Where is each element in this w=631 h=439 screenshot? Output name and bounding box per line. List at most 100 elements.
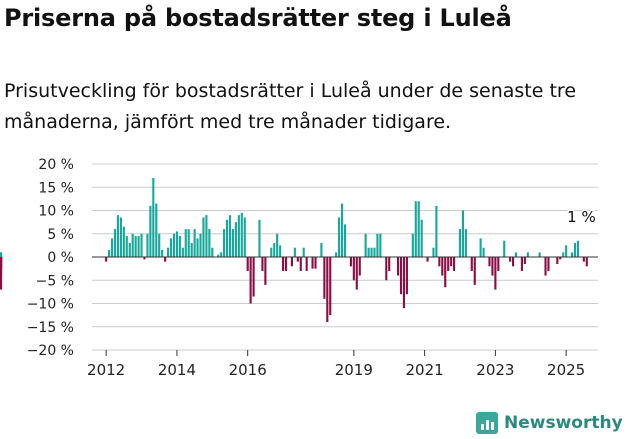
bar bbox=[175, 231, 178, 257]
bar bbox=[296, 257, 299, 262]
bar bbox=[544, 257, 547, 276]
bar bbox=[196, 238, 199, 257]
x-tick-label: 2021 bbox=[406, 361, 444, 379]
bar bbox=[464, 229, 467, 257]
bar bbox=[164, 257, 167, 262]
bar bbox=[0, 257, 3, 267]
x-tick-label: 2012 bbox=[87, 361, 125, 379]
y-tick-label: 20 % bbox=[38, 157, 74, 173]
bar bbox=[559, 257, 562, 260]
bar bbox=[367, 247, 370, 257]
bar bbox=[293, 247, 296, 257]
bar bbox=[338, 217, 341, 257]
bar bbox=[417, 201, 420, 257]
bar bbox=[223, 229, 226, 257]
bar bbox=[149, 205, 152, 257]
x-tick-label: 2023 bbox=[476, 361, 514, 379]
chart-bars bbox=[0, 177, 588, 323]
bar bbox=[576, 240, 579, 257]
bar bbox=[343, 224, 347, 257]
bar bbox=[441, 257, 444, 276]
bar bbox=[143, 257, 146, 260]
bar bbox=[217, 254, 220, 257]
bar bbox=[461, 210, 464, 257]
bar bbox=[335, 252, 338, 257]
bar bbox=[249, 257, 252, 304]
bar bbox=[432, 247, 435, 257]
bar bbox=[538, 252, 541, 257]
bar bbox=[167, 247, 170, 257]
bar bbox=[205, 215, 208, 257]
bar bbox=[373, 247, 376, 257]
bar bbox=[105, 257, 108, 262]
bar bbox=[311, 257, 314, 269]
y-tick-label: −5 % bbox=[36, 273, 74, 289]
bar bbox=[252, 257, 255, 297]
bar bbox=[526, 252, 529, 257]
bar bbox=[503, 240, 506, 257]
bar bbox=[169, 238, 173, 257]
bar bbox=[523, 257, 526, 264]
bar bbox=[284, 257, 288, 271]
bar bbox=[397, 257, 400, 276]
bar bbox=[582, 257, 585, 262]
bar bbox=[299, 257, 302, 271]
bar bbox=[237, 215, 240, 257]
bar bbox=[258, 219, 261, 257]
bar bbox=[113, 229, 117, 257]
bar bbox=[108, 250, 111, 257]
bar bbox=[134, 236, 137, 257]
bar bbox=[0, 257, 3, 290]
bar bbox=[184, 229, 187, 257]
bar bbox=[453, 257, 456, 271]
bar bbox=[320, 243, 323, 257]
bar bbox=[161, 250, 164, 257]
x-tick-label: 2019 bbox=[335, 361, 373, 379]
x-tick-label: 2016 bbox=[229, 361, 267, 379]
y-axis: 20 % 15 % 10 % 5 % 0 % −5 % −10 % −15 % −20 % bbox=[27, 157, 74, 359]
bar bbox=[470, 257, 473, 271]
bar bbox=[420, 219, 423, 257]
bar bbox=[116, 215, 119, 257]
bar bbox=[447, 257, 450, 271]
bar bbox=[172, 233, 176, 257]
bar bbox=[571, 252, 574, 257]
bar bbox=[155, 203, 158, 257]
bar bbox=[565, 245, 568, 257]
bar bbox=[326, 257, 329, 323]
bar bbox=[562, 252, 565, 257]
bar bbox=[199, 233, 202, 257]
bar bbox=[494, 257, 497, 290]
bar bbox=[497, 257, 500, 271]
bar bbox=[137, 236, 140, 257]
bar bbox=[512, 257, 515, 267]
bar bbox=[556, 257, 559, 264]
bar bbox=[585, 257, 588, 267]
bar bbox=[573, 243, 577, 257]
bar bbox=[509, 257, 512, 262]
bar bbox=[290, 257, 293, 267]
x-tick-label: 2025 bbox=[547, 361, 585, 379]
page-subtitle: Prisutveckling för bostadsrätter i Luleå… bbox=[4, 80, 577, 133]
bar bbox=[352, 257, 355, 281]
chart-annotation: 1 % bbox=[566, 206, 598, 227]
newsworthy-brand[interactable]: Newsworthy bbox=[476, 410, 623, 436]
bar bbox=[111, 238, 114, 257]
bar bbox=[444, 257, 447, 288]
bar bbox=[341, 203, 344, 257]
newsworthy-logo-icon bbox=[476, 412, 498, 434]
bar bbox=[128, 243, 131, 257]
bar bbox=[323, 257, 326, 299]
bar bbox=[211, 247, 214, 257]
bar bbox=[122, 226, 125, 257]
bar bbox=[282, 257, 285, 271]
bar bbox=[458, 229, 462, 257]
bar bbox=[187, 229, 190, 257]
bar bbox=[450, 257, 453, 267]
annotation-label: 1 % bbox=[567, 208, 596, 226]
bar bbox=[152, 177, 155, 257]
bar bbox=[270, 247, 273, 257]
bar bbox=[273, 243, 276, 257]
bar bbox=[349, 257, 352, 267]
bar bbox=[243, 217, 246, 257]
